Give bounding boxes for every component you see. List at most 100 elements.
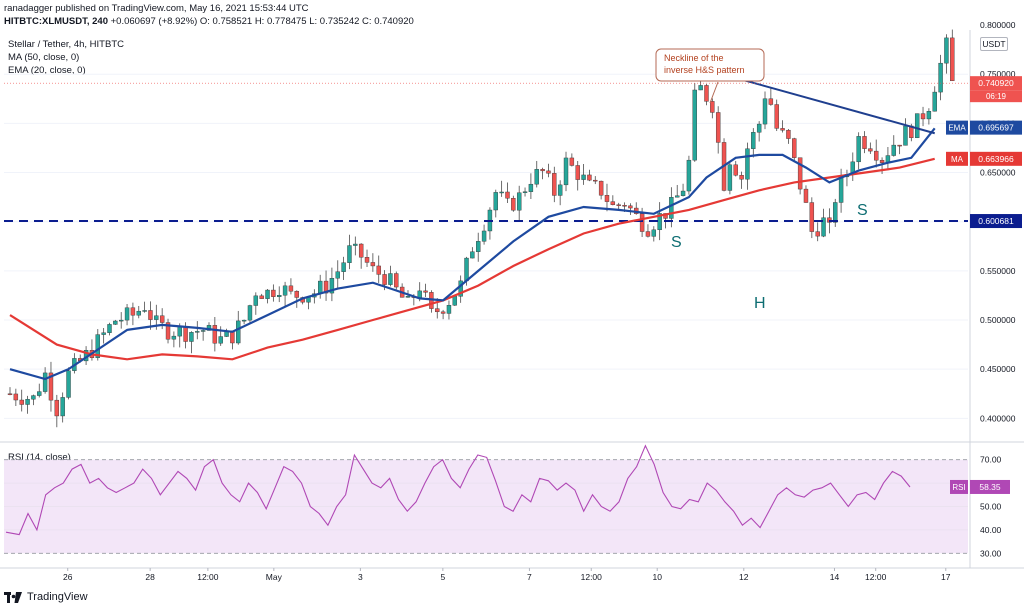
candle-up — [686, 159, 692, 192]
candle-up — [452, 296, 458, 306]
candle-up — [329, 278, 335, 294]
price-tick-label: 0.500000 — [980, 315, 1016, 325]
candle-down — [358, 243, 364, 258]
candle-down — [774, 104, 779, 129]
ema-price-tag-bg — [970, 120, 1022, 135]
candle-up — [821, 217, 826, 237]
candle-up — [669, 197, 674, 219]
currency-button[interactable]: USDT — [980, 37, 1008, 51]
head-label: H — [754, 295, 766, 312]
candle-up — [37, 391, 42, 396]
candle-up — [253, 295, 259, 306]
rsi-tick-label: 40.00 — [980, 525, 1002, 535]
time-tick-label: 12 — [739, 572, 749, 582]
candle-up — [277, 295, 282, 297]
candle-down — [622, 205, 627, 207]
rsi-tick-label: 30.00 — [980, 548, 1002, 558]
candle-up — [476, 241, 481, 252]
candle-down — [616, 204, 621, 206]
candle-down — [148, 310, 153, 320]
candle-up — [751, 132, 756, 149]
candle-down — [394, 273, 399, 288]
last-price-tag-value: 0.740920 — [978, 78, 1014, 88]
candle-up — [680, 190, 686, 196]
candle-up — [265, 289, 270, 299]
time-tick-label: 12:00 — [865, 572, 887, 582]
candle-down — [271, 289, 276, 297]
candle-down — [423, 290, 428, 293]
candle-down — [435, 308, 440, 313]
time-tick-label: 17 — [941, 572, 951, 582]
candle-up — [247, 305, 253, 321]
candle-up — [932, 91, 937, 112]
candle-up — [341, 262, 346, 272]
candle-down — [593, 179, 598, 182]
candle-down — [575, 165, 580, 180]
candle-up — [142, 310, 147, 312]
candle-down — [628, 205, 633, 209]
candle-up — [692, 89, 697, 161]
candle-up — [25, 398, 30, 405]
rsi-tag-value: 58.35 — [979, 482, 1001, 492]
time-tick-label: 7 — [527, 572, 532, 582]
candle-up — [756, 123, 762, 133]
candle-down — [604, 195, 610, 202]
candle-down — [897, 144, 902, 147]
ma-price-tag-name: MA — [951, 155, 964, 164]
candle-up — [124, 307, 130, 321]
rsi-tag-name: RSI — [952, 483, 965, 492]
callout-pointer — [709, 81, 719, 104]
ema20-line — [9, 127, 936, 381]
ma-price-tag: MA 0.663966 — [946, 151, 1022, 166]
candle-down — [540, 169, 545, 172]
callout-box — [655, 48, 765, 82]
candle-up — [154, 315, 159, 320]
candles-group — [7, 29, 955, 428]
candle-down — [165, 322, 171, 340]
ema-price-tag-name-bg — [946, 120, 968, 135]
candle-up — [856, 136, 861, 163]
neckline-callout: Neckline of the inverse H&S pattern — [655, 48, 765, 104]
ma-price-tag-bg — [970, 151, 1022, 166]
candle-up — [31, 395, 36, 400]
time-tick-label: 12:00 — [197, 572, 219, 582]
time-tick-label: 26 — [63, 572, 73, 582]
candle-up — [353, 243, 358, 246]
candle-up — [557, 184, 563, 196]
publisher-line: ranadagger published on TradingView.com,… — [4, 3, 309, 14]
candle-up — [95, 334, 100, 358]
candle-down — [505, 191, 510, 199]
candle-down — [704, 85, 709, 102]
candle-down — [950, 37, 955, 82]
ma-price-tag-name-bg — [946, 151, 968, 166]
support-price-tag-bg — [970, 214, 1022, 229]
candle-up — [528, 183, 534, 192]
candle-down — [259, 295, 264, 299]
ema-legend: EMA (20, close, 0) — [8, 65, 86, 76]
candle-up — [675, 195, 680, 198]
candle-down — [159, 315, 165, 323]
price-tick-label: 0.800000 — [980, 20, 1016, 30]
candle-down — [288, 285, 294, 292]
candle-down — [370, 262, 376, 267]
rsi-tick-label: 50.00 — [980, 502, 1002, 512]
candle-up — [493, 192, 498, 211]
candle-down — [786, 129, 791, 139]
candle-up — [938, 62, 943, 93]
candle-up — [926, 111, 932, 120]
candle-up — [101, 332, 106, 335]
candle-up — [464, 257, 469, 282]
candle-up — [42, 372, 48, 392]
candle-down — [212, 325, 218, 344]
candle-down — [7, 393, 13, 395]
price-tick-label: 0.400000 — [980, 413, 1016, 423]
countdown-label: 06:19 — [986, 92, 1007, 101]
candle-down — [587, 174, 592, 181]
candle-up — [388, 273, 393, 285]
price-tick-label: 0.650000 — [980, 168, 1016, 178]
support-price-tag-value: 0.600681 — [978, 216, 1014, 226]
candle-down — [780, 128, 785, 131]
candle-down — [54, 399, 60, 417]
candle-up — [581, 174, 586, 180]
